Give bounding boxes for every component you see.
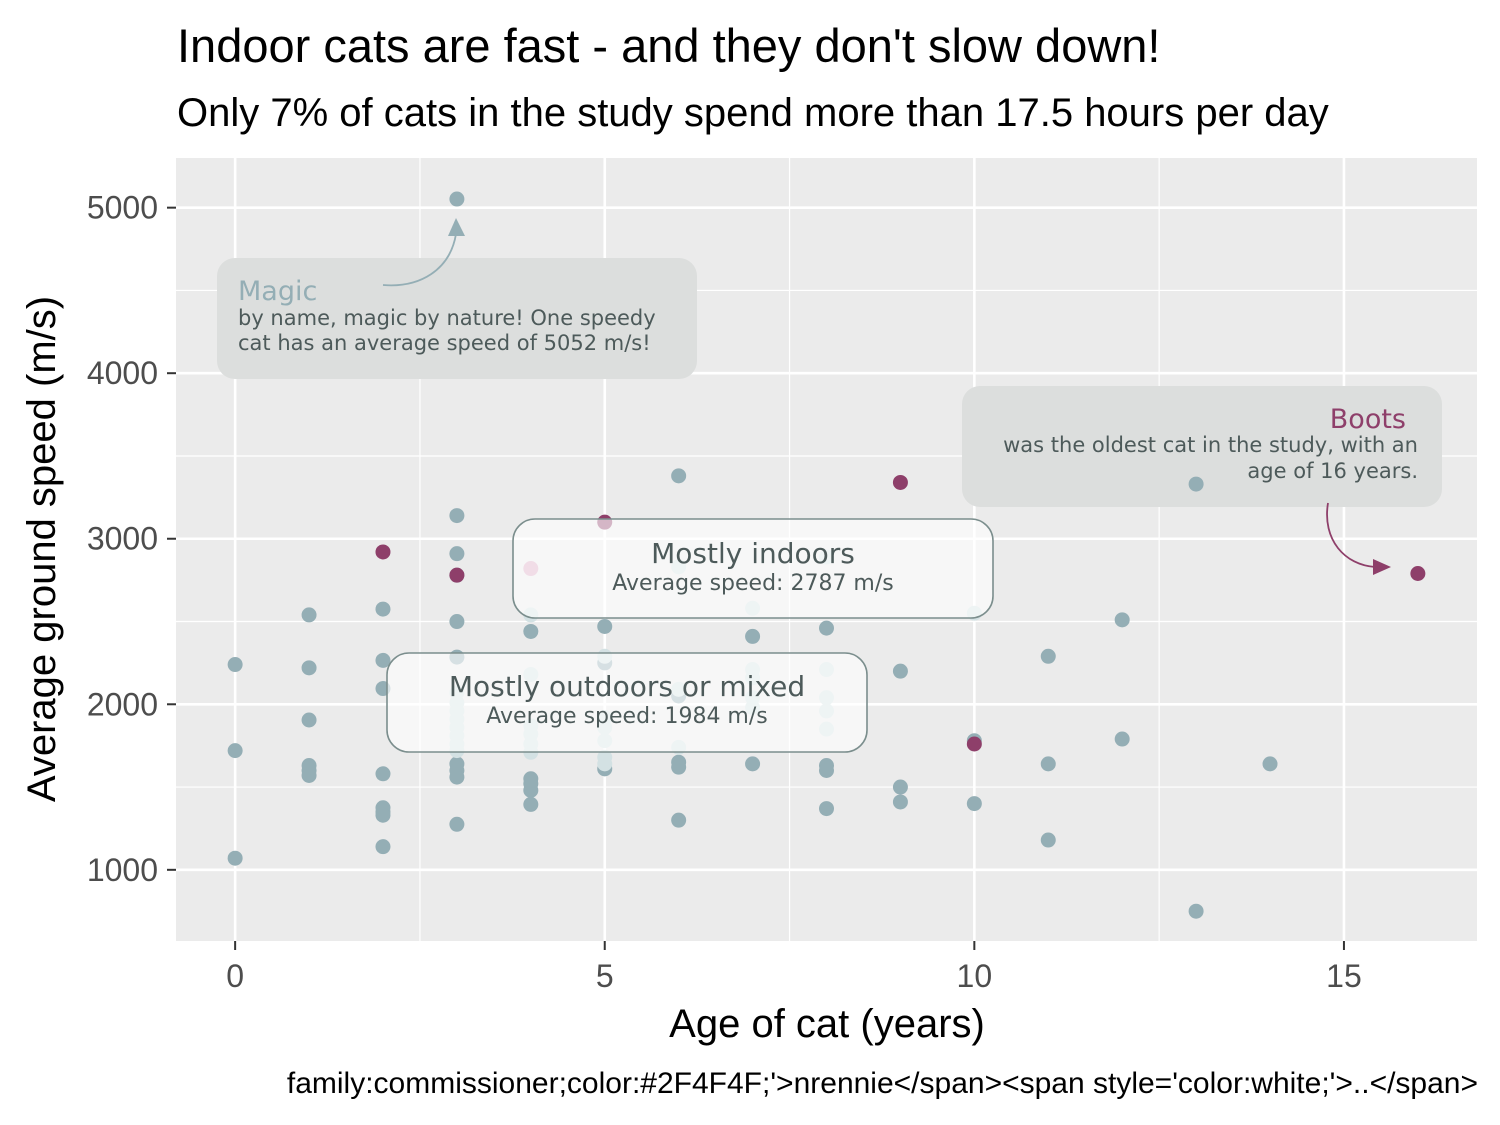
- data-point: [892, 779, 908, 795]
- chart-title: Indoor cats are fast - and they don't sl…: [177, 19, 1160, 72]
- data-point: [449, 508, 465, 524]
- data-point: [227, 850, 243, 866]
- data-point: [227, 657, 243, 673]
- y-tick-label: 4000: [87, 355, 158, 391]
- data-point: [301, 660, 317, 676]
- chart-subtitle: Only 7% of cats in the study spend more …: [177, 91, 1329, 135]
- y-axis: 1000 2000 3000 4000 5000: [87, 190, 176, 888]
- y-axis-label: Average ground speed (m/s): [20, 296, 64, 802]
- outdoors-label-box: [386, 652, 868, 753]
- data-point: [1410, 566, 1426, 582]
- data-point: [819, 762, 834, 778]
- data-point: [671, 468, 687, 484]
- data-point: [819, 801, 834, 817]
- data-point: [449, 816, 465, 832]
- indoors-label-box: [512, 518, 994, 619]
- outdoors-label: Mostly outdoors or mixed Average speed: …: [386, 652, 868, 753]
- x-axis: 0 5 10 15: [226, 941, 1362, 994]
- x-axis-label: Age of cat (years): [669, 1002, 985, 1046]
- chart-caption: family:commissioner;color:#2F4F4F;'>nren…: [287, 1067, 1478, 1100]
- data-point: [301, 767, 317, 783]
- y-tick-label: 3000: [87, 521, 158, 557]
- data-point: [1040, 832, 1056, 848]
- boots-annotation-line2: age of 16 years.: [1247, 459, 1418, 483]
- data-point: [966, 736, 982, 752]
- data-point: [375, 601, 391, 617]
- data-point: [449, 567, 465, 583]
- data-point: [1188, 476, 1204, 492]
- data-point: [892, 663, 908, 679]
- magic-annotation-box: [217, 258, 697, 379]
- data-point: [301, 712, 317, 728]
- boots-arrow: [1326, 502, 1376, 568]
- data-point: [301, 607, 317, 623]
- outdoors-label-title: Mostly outdoors or mixed: [449, 670, 805, 703]
- data-point: [375, 652, 391, 668]
- x-tick-label: 5: [596, 958, 614, 994]
- boots-annotation-box: [962, 386, 1442, 507]
- data-point: [745, 628, 761, 644]
- y-tick-label: 5000: [87, 190, 158, 226]
- boots-arrowhead: [1373, 559, 1391, 575]
- data-point: [671, 812, 687, 828]
- indoors-label-title: Mostly indoors: [651, 537, 855, 570]
- data-point: [449, 546, 465, 562]
- data-point: [375, 766, 391, 782]
- data-point: [523, 796, 539, 812]
- indoors-label: Mostly indoors Average speed: 2787 m/s: [512, 518, 994, 619]
- x-tick-label: 15: [1326, 958, 1362, 994]
- indoors-label-subtitle: Average speed: 2787 m/s: [612, 571, 894, 596]
- magic-annotation-title: Magic: [238, 276, 317, 307]
- data-point: [1114, 731, 1130, 747]
- data-point: [375, 839, 391, 855]
- data-point: [1262, 756, 1278, 772]
- data-point: [375, 544, 391, 560]
- data-point: [449, 191, 465, 207]
- data-point: [1040, 756, 1056, 772]
- data-point: [1188, 903, 1204, 919]
- magic-annotation: Magic by name, magic by nature! One spee…: [217, 218, 697, 379]
- data-point: [375, 807, 391, 823]
- magic-arrowhead: [448, 218, 465, 236]
- data-point: [597, 618, 613, 634]
- data-point: [449, 769, 465, 785]
- magic-arrow: [382, 233, 457, 287]
- data-point: [523, 782, 539, 798]
- data-point: [1040, 648, 1056, 664]
- data-point: [966, 796, 982, 812]
- boots-annotation-title: Boots: [1330, 404, 1406, 435]
- data-point: [597, 756, 613, 772]
- data-point: [449, 614, 465, 630]
- boots-annotation-line1: was the oldest cat in the study, with an: [1003, 433, 1418, 457]
- data-point: [671, 759, 687, 775]
- y-tick-label: 1000: [87, 852, 158, 888]
- x-tick-label: 10: [957, 958, 993, 994]
- data-point: [523, 623, 539, 639]
- magic-annotation-line2: cat has an average speed of 5052 m/s!: [238, 331, 651, 355]
- x-tick-label: 0: [226, 958, 244, 994]
- data-point: [892, 794, 908, 810]
- magic-annotation-line1: by name, magic by nature! One speedy: [238, 306, 656, 330]
- data-point: [1114, 612, 1130, 628]
- y-tick-label: 2000: [87, 686, 158, 722]
- data-point: [819, 620, 834, 636]
- outdoors-label-subtitle: Average speed: 1984 m/s: [486, 704, 768, 729]
- boots-annotation: Boots was the oldest cat in the study, w…: [962, 386, 1442, 575]
- data-point: [227, 743, 243, 759]
- data-point: [892, 474, 908, 490]
- data-point: [745, 756, 761, 772]
